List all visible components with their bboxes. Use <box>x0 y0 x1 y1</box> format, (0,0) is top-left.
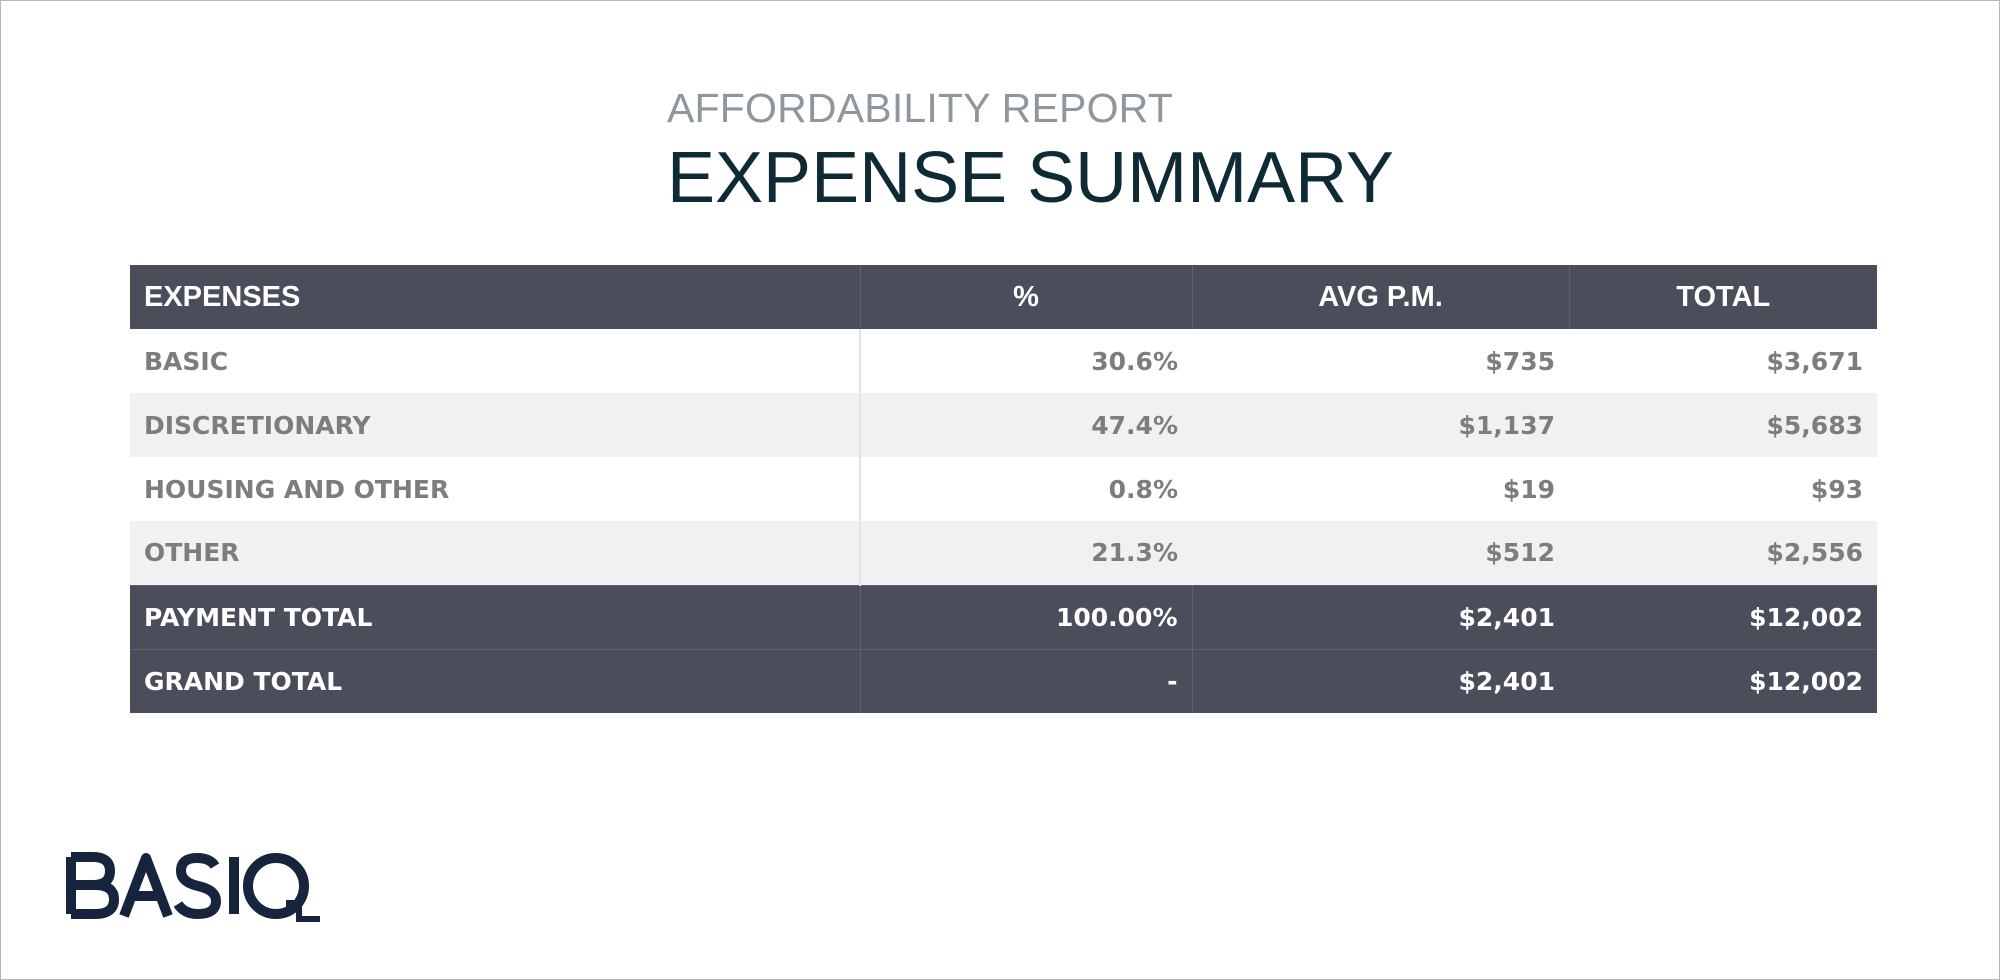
row-total: $5,683 <box>1569 393 1877 457</box>
row-avg-pm: $2,401 <box>1191 648 1569 713</box>
row-total: $12,002 <box>1569 648 1877 713</box>
row-percent: - <box>859 648 1192 713</box>
row-total: $3,671 <box>1569 329 1877 393</box>
row-label: PAYMENT TOTAL <box>130 584 860 649</box>
row-percent: 30.6% <box>859 329 1192 393</box>
grand-total-row: GRAND TOTAL - $2,401 $12,002 <box>130 648 1877 713</box>
row-total: $2,556 <box>1569 521 1877 585</box>
row-label: HOUSING AND OTHER <box>130 457 860 521</box>
expense-summary-table: EXPENSES % AVG P.M. TOTAL BASIC 30.6% $7… <box>130 265 1877 713</box>
table-row: OTHER 21.3% $512 $2,556 <box>130 521 1877 585</box>
row-label: BASIC <box>130 329 860 393</box>
table-header-row: EXPENSES % AVG P.M. TOTAL <box>130 265 1877 329</box>
row-percent: 100.00% <box>859 584 1192 649</box>
table-row: HOUSING AND OTHER 0.8% $19 $93 <box>130 457 1877 521</box>
table-row: BASIC 30.6% $735 $3,671 <box>130 329 1877 393</box>
row-avg-pm: $19 <box>1192 457 1569 521</box>
row-percent: 21.3% <box>859 521 1192 585</box>
column-header-expenses: EXPENSES <box>130 265 860 329</box>
report-subtitle: AFFORDABILITY REPORT <box>667 85 1173 131</box>
row-avg-pm: $2,401 <box>1191 584 1569 649</box>
row-label: DISCRETIONARY <box>130 393 860 457</box>
page-title: EXPENSE SUMMARY <box>667 138 1394 218</box>
table-row: DISCRETIONARY 47.4% $1,137 $5,683 <box>130 393 1877 457</box>
basiq-logo <box>66 852 320 922</box>
row-label: OTHER <box>130 521 860 585</box>
row-percent: 47.4% <box>859 393 1192 457</box>
payment-total-row: PAYMENT TOTAL 100.00% $2,401 $12,002 <box>130 584 1877 649</box>
row-total: $93 <box>1569 457 1877 521</box>
row-avg-pm: $1,137 <box>1192 393 1569 457</box>
row-avg-pm: $735 <box>1192 329 1569 393</box>
column-header-avg-pm: AVG P.M. <box>1191 265 1569 329</box>
column-header-percent: % <box>859 265 1192 329</box>
row-label: GRAND TOTAL <box>130 648 860 713</box>
row-total: $12,002 <box>1569 584 1877 649</box>
column-header-total: TOTAL <box>1568 265 1877 329</box>
row-avg-pm: $512 <box>1192 521 1569 585</box>
row-percent: 0.8% <box>859 457 1192 521</box>
